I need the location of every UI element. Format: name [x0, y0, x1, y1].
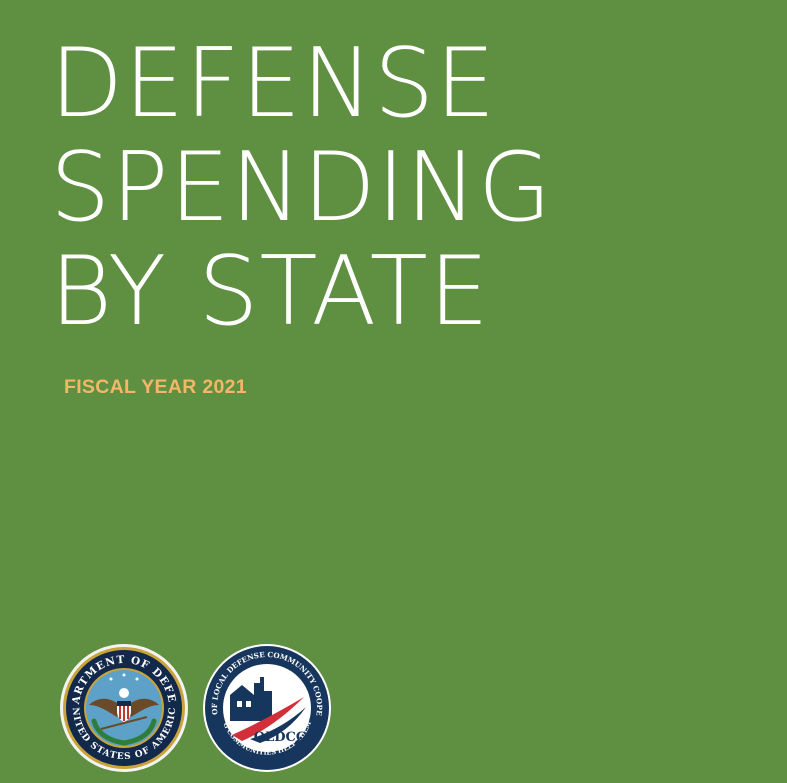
title-line-2: SPENDING [50, 133, 553, 243]
title-line-1: DEFENSE [50, 29, 497, 139]
fiscal-year-subtitle: FISCAL YEAR 2021 [64, 376, 247, 398]
report-title: DEFENSE SPENDING BY STATE [50, 32, 553, 344]
dod-seal-icon: DEPARTMENT OF DEFENSE UNITED STATES OF A… [59, 643, 188, 772]
title-line-3: BY STATE [50, 237, 490, 347]
oldcc-seal-icon: OFFICE OF LOCAL DEFENSE COMMUNITY COOPER… [202, 643, 331, 772]
oldcc-wordmark: OLDCC [254, 730, 306, 745]
